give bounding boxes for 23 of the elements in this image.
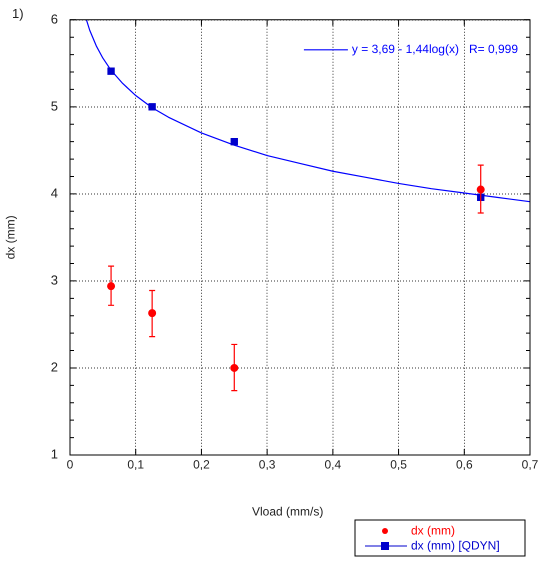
legend-label: dx (mm) bbox=[411, 523, 455, 538]
x-tick-label: 0,6 bbox=[456, 458, 473, 472]
y-axis-title: dx (mm) bbox=[4, 215, 18, 260]
legend-label: dx (mm) [QDYN] bbox=[411, 538, 500, 552]
y-tick-label: 1 bbox=[50, 446, 58, 462]
x-tick-label: 0,1 bbox=[127, 458, 144, 472]
point bbox=[107, 67, 115, 75]
x-tick-label: 0 bbox=[66, 458, 74, 472]
y-tick-label: 5 bbox=[50, 98, 58, 114]
x-tick-label: 0,5 bbox=[390, 458, 408, 472]
point bbox=[230, 138, 238, 146]
chart-title: 1) bbox=[12, 6, 24, 22]
x-tick-label: 0,3 bbox=[258, 458, 276, 472]
y-tick-label: 2 bbox=[50, 360, 58, 375]
x-tick-label: 0,2 bbox=[193, 458, 210, 472]
x-tick-label: 0,4 bbox=[324, 458, 342, 472]
legend-label: y = 3,69 - 1,44log(x) R= 0,999 bbox=[352, 42, 518, 56]
x-tick-label: 0,7 bbox=[522, 458, 539, 472]
y-tick-label: 4 bbox=[50, 185, 58, 200]
y-tick-label: 3 bbox=[50, 272, 58, 288]
y-tick-label: 6 bbox=[50, 11, 58, 26]
x-axis-title: Vload (mm/s) bbox=[252, 504, 324, 518]
point bbox=[148, 103, 156, 111]
